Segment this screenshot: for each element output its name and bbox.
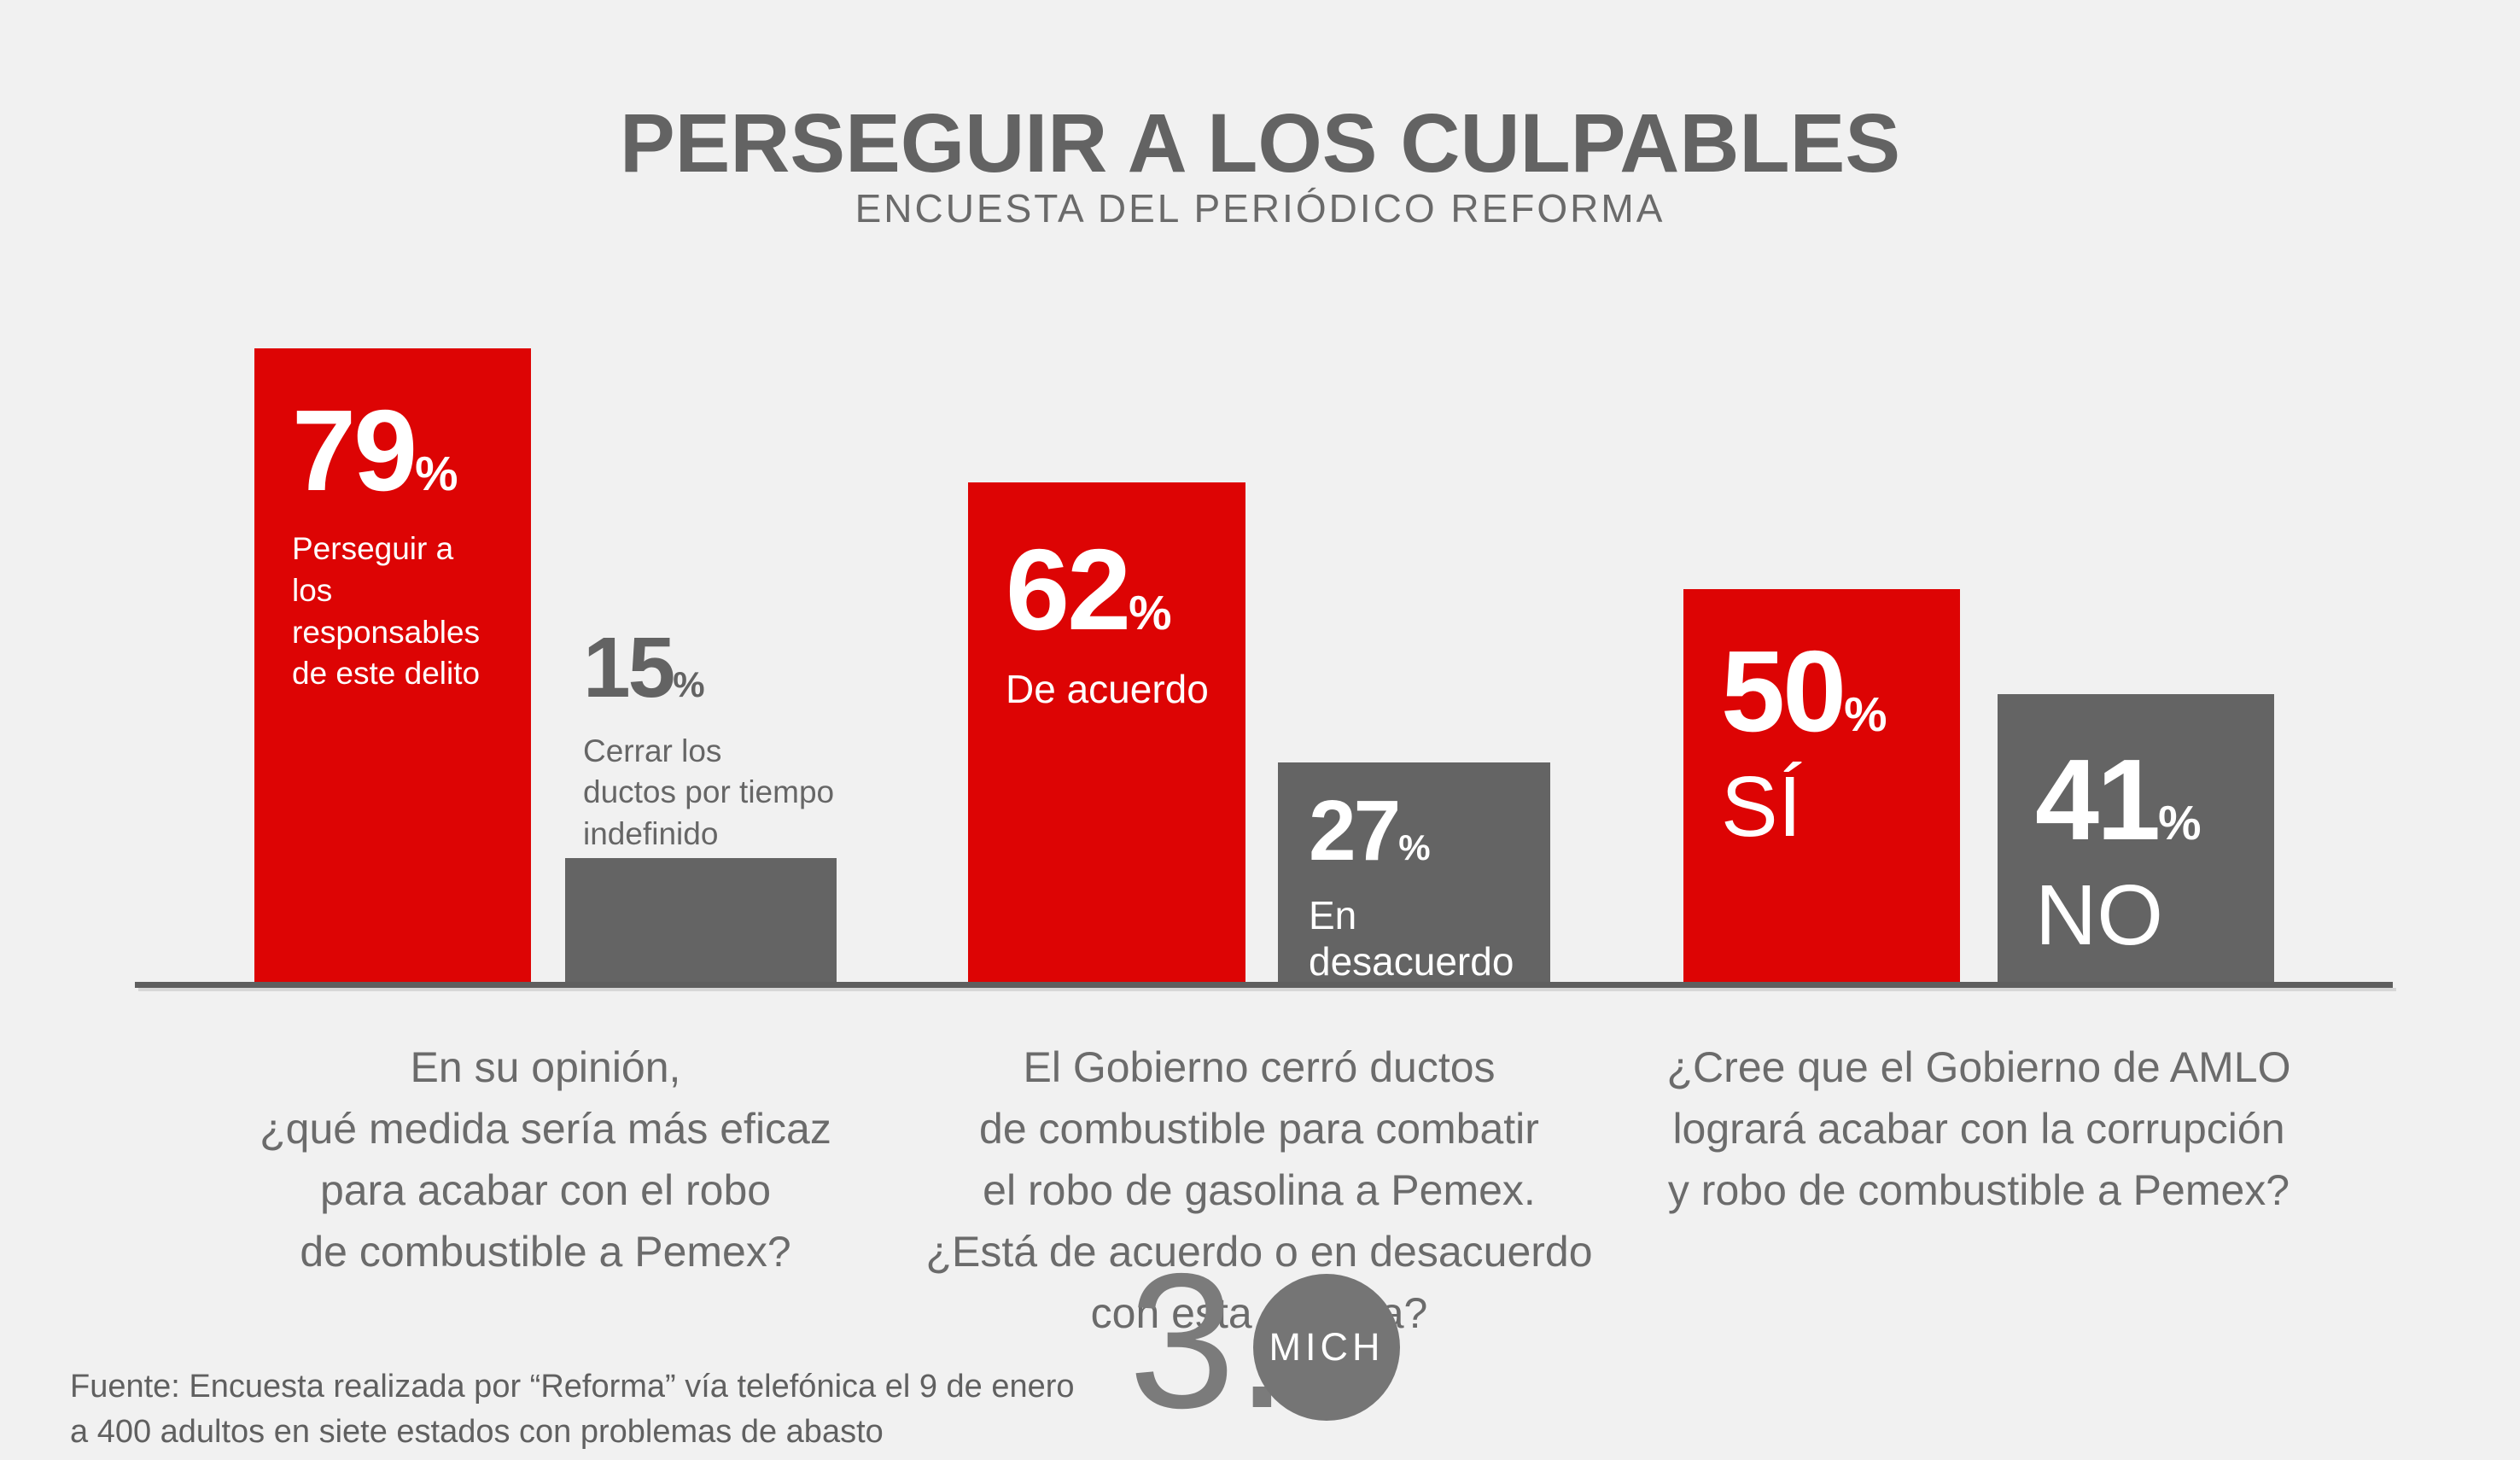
caption-line: de este delito [292,656,481,692]
percent-sign: % [673,663,705,704]
percent-sign: % [1129,587,1172,640]
page-subtitle: ENCUESTA DEL PERIÓDICO REFORMA [855,186,1665,231]
source-note: Fuente: Encuesta realizada por “Reforma”… [70,1364,1075,1455]
question-1: En su opinión, ¿qué medida sería más efi… [178,1037,913,1282]
value-number: 62 [1006,525,1131,654]
bar-caption: En desacuerdo [1309,892,1535,984]
value-number: 50 [1721,627,1846,756]
value-number: 41 [2035,735,2161,864]
axis-baseline [135,982,2393,988]
bar-pursue-culprits-79: 79% Perseguir a los responsables de este… [254,348,531,982]
question-line: para acabar con el robo [319,1166,772,1214]
bar-label: 79% Perseguir a los responsables de este… [254,348,531,695]
question-line: En su opinión, [410,1043,681,1091]
question-line: el robo de gasolina a Pemex. [983,1166,1536,1214]
bar-value: 50% [1721,634,1945,749]
bar-caption: De acuerdo [1006,666,1230,712]
caption-line: De acuerdo [1006,667,1209,711]
bar-value: 15% [583,625,834,710]
bar-close-pipelines-15 [565,858,837,982]
bar-no-41: 41% NO [1998,694,2274,982]
page-title: PERSEGUIR A LOS CULPABLES [619,96,1901,190]
bar-value: 62% [1006,532,1230,647]
caption-line: Cerrar los [583,733,722,768]
bar-caption: NO [2035,871,2259,961]
question-3: ¿Cree que el Gobierno de AMLO logrará ac… [1612,1037,2346,1221]
bar-value: 41% [2035,742,2259,857]
value-number: 27 [1309,783,1401,879]
logo-badge-text: MICH [1269,1325,1385,1369]
bar-label: 27% En desacuerdo [1278,762,1550,984]
caption-line: NO [2035,867,2163,963]
question-line: El Gobierno cerró ductos [1023,1043,1496,1091]
axis-shadow [138,988,2396,991]
caption-line: En desacuerdo [1309,893,1514,984]
value-number: 79 [292,386,417,515]
caption-line: SÍ [1721,759,1802,855]
bar-label: 62% De acuerdo [968,482,1245,712]
bar-label: 41% NO [1998,694,2274,961]
source-line: a 400 adultos en siete estados con probl… [70,1414,884,1451]
percent-sign: % [1844,688,1887,742]
percent-sign: % [2158,797,2202,850]
caption-line: ductos por tiempo [583,774,835,810]
logo-mich-badge: MICH [1253,1274,1400,1421]
percent-sign: % [415,447,458,501]
bar-yes-50: 50% SÍ [1683,589,1960,982]
value-number: 15 [583,619,675,715]
caption-line: los responsables [292,572,481,650]
caption-line: indefinido [583,816,719,852]
bar-agree-62: 62% De acuerdo [968,482,1245,982]
bar-value: 27% [1309,788,1535,873]
bar-label: 50% SÍ [1683,589,1960,852]
source-line: Fuente: Encuesta realizada por “Reforma”… [70,1369,1075,1405]
question-line: ¿Cree que el Gobierno de AMLO [1666,1043,2291,1091]
question-line: y robo de combustible a Pemex? [1667,1166,2290,1214]
bar-caption: SÍ [1721,762,1945,852]
bar-caption: Cerrar los ductos por tiempo indefinido [583,731,834,856]
question-line: ¿qué medida sería más eficaz [260,1105,831,1153]
question-line: de combustible a Pemex? [300,1228,791,1276]
question-line: de combustible para combatir [979,1105,1539,1153]
bar-caption: Perseguir a los responsables de este del… [292,529,516,695]
question-line: ¿Está de acuerdo o en desacuerdo [925,1228,1593,1276]
percent-sign: % [1398,827,1431,867]
bar-disagree-27: 27% En desacuerdo [1278,762,1550,984]
bar-value: 79% [292,393,516,508]
question-line: logrará acabar con la corrupción [1672,1105,2285,1153]
caption-line: Perseguir a [292,531,454,566]
bar-close-pipelines-15-label: 15% Cerrar los ductos por tiempo indefin… [583,625,834,856]
